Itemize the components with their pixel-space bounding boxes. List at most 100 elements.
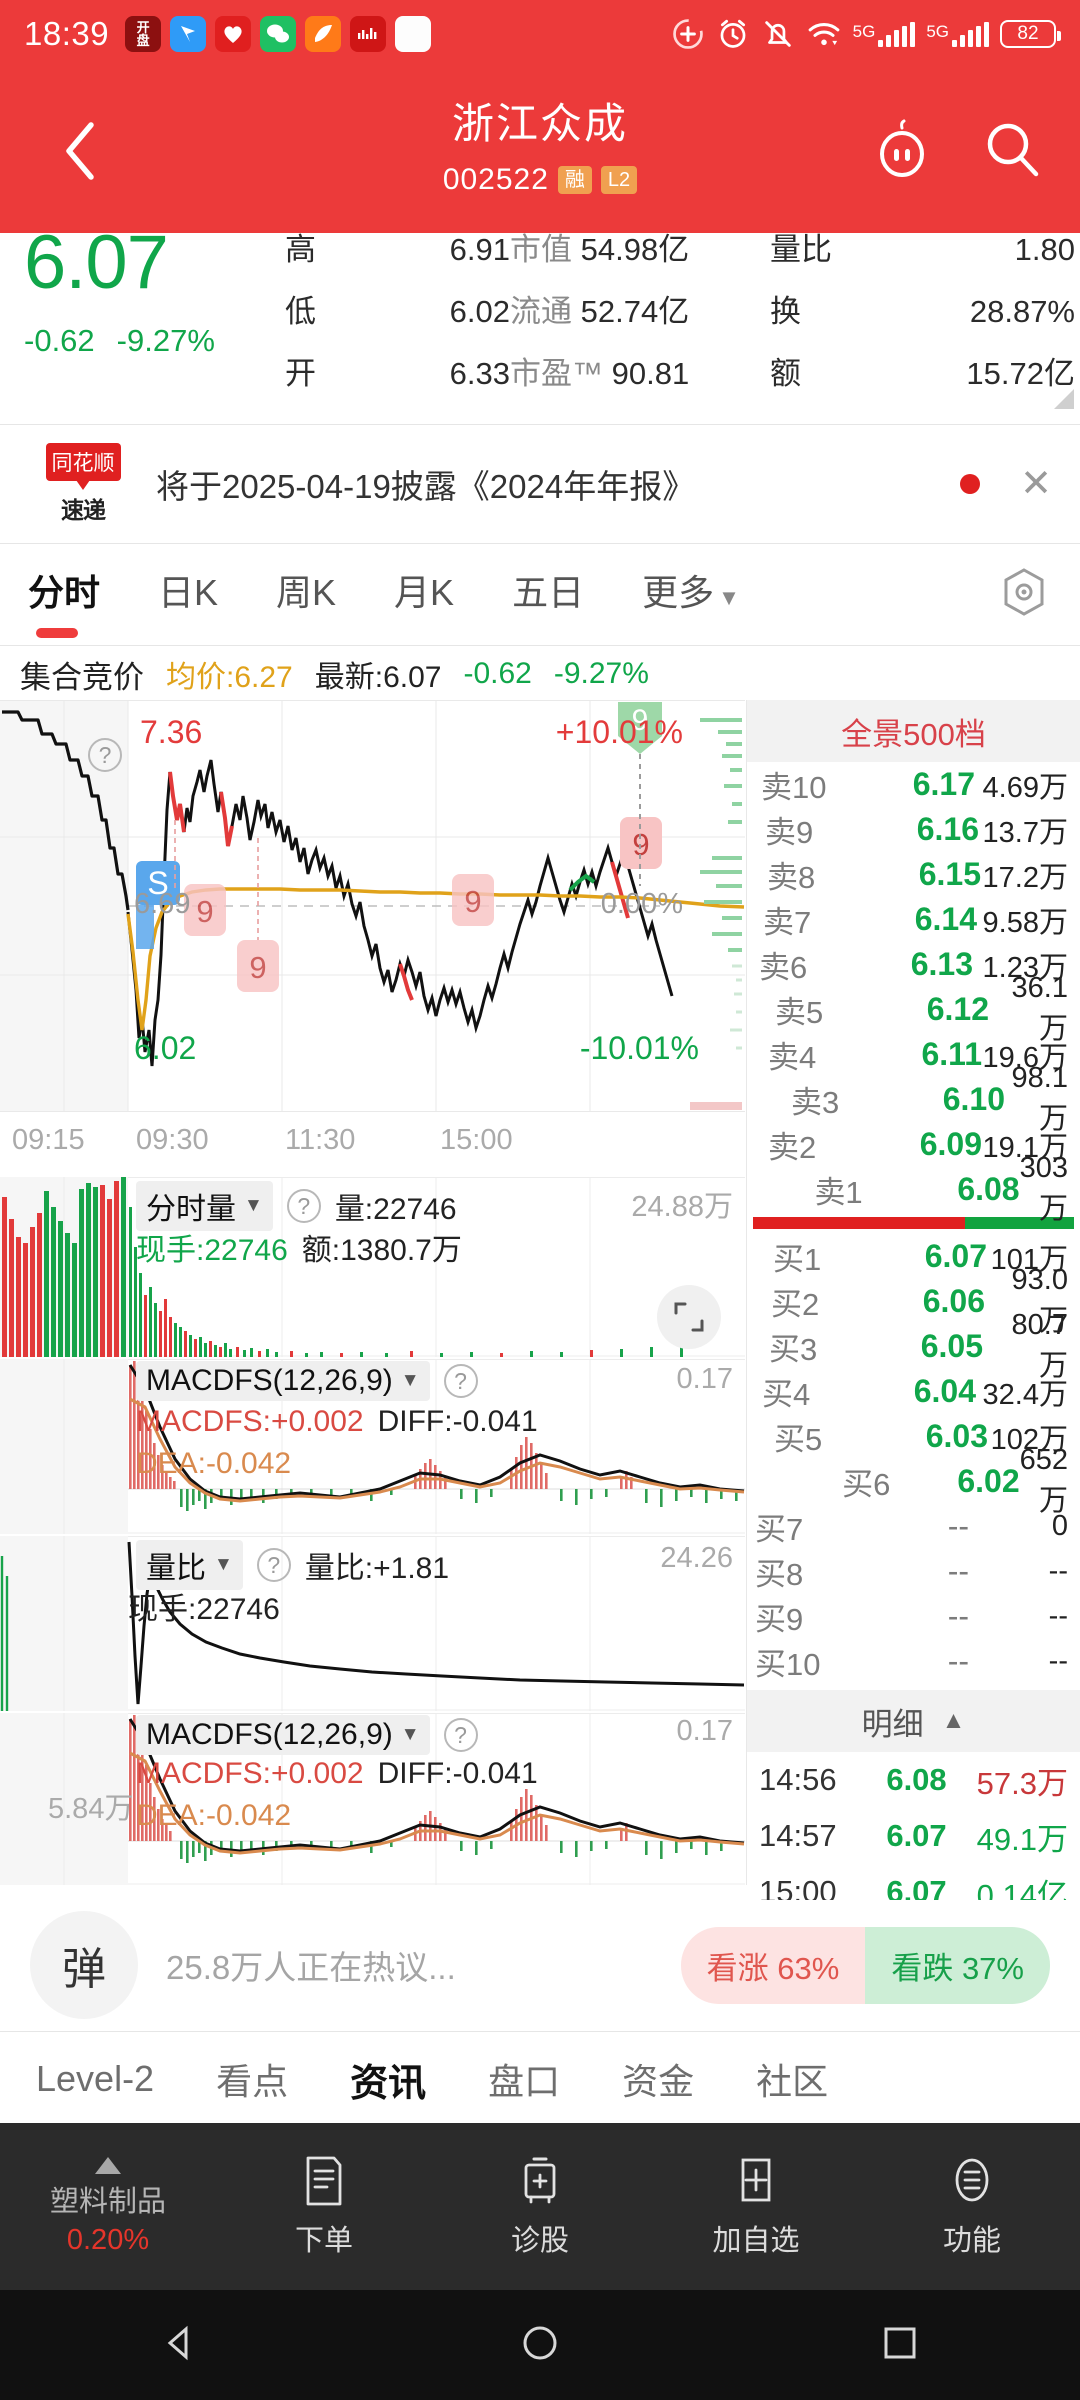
quote-panel[interactable]: 6.07 -0.62 -9.27% 高 6.91 市值 54.98亿 量比 1.… xyxy=(0,233,1080,413)
order-row-sell[interactable]: 卖1 6.08 303万 xyxy=(814,1152,1068,1225)
order-row-buy[interactable]: 买7 -- 0 xyxy=(755,1508,1068,1547)
sentiment-bar[interactable]: 弹 25.8万人正在热议... 看涨 63% 看跌 37% xyxy=(0,1900,1080,2030)
nav-back-triangle-icon[interactable] xyxy=(158,2321,202,2370)
volume-detail-bar: 现手:22746 额:1380.7万 xyxy=(136,1225,462,1269)
tab-more[interactable]: 更多 ▼ xyxy=(642,572,740,613)
order-row-buy[interactable]: 买9 -- -- xyxy=(755,1598,1068,1637)
chart-info-row: 集合竞价 均价:6.27 最新:6.07 -0.62 -9.27% xyxy=(0,648,1080,700)
order-row-sell[interactable]: 卖9 6.16 13.7万 xyxy=(765,811,1068,850)
stat-value-open: 6.33 xyxy=(449,356,510,391)
sector-info[interactable]: 塑料制品 0.20% xyxy=(0,2156,216,2257)
stat-label-volratio: 量比 xyxy=(770,233,832,267)
order-button[interactable]: 下单 xyxy=(216,2155,432,2259)
close-icon[interactable]: ✕ xyxy=(1020,463,1052,505)
volratio-chart-panel[interactable]: 量比 ▼ ? 量比:+1.81 现手:22746 24.26 xyxy=(0,1536,745,1711)
order-row-buy[interactable]: 买8 -- -- xyxy=(755,1553,1068,1592)
bearish-pill[interactable]: 看跌 37% xyxy=(865,1926,1050,2004)
price-chart-panel[interactable]: S 9 9 9 9 xyxy=(0,700,745,1175)
search-icon[interactable] xyxy=(982,119,1044,186)
tab-fenshi[interactable]: 分时 xyxy=(28,564,100,638)
macd1-indicator-chip[interactable]: MACDFS(12,26,9) ▼ xyxy=(136,1361,430,1401)
status-time: 18:39 xyxy=(24,15,110,52)
nav-home-circle-icon[interactable] xyxy=(518,2321,562,2370)
add-watchlist-button[interactable]: 加自选 xyxy=(648,2155,864,2259)
price-mid-label: 6.69 xyxy=(134,888,191,920)
tab-kandian[interactable]: 看点 xyxy=(216,2061,289,2102)
functions-button[interactable]: 功能 xyxy=(864,2155,1080,2259)
signal-1-icon: 5G xyxy=(853,21,916,47)
bullish-pill[interactable]: 看涨 63% xyxy=(680,1926,866,2004)
detail-row[interactable]: 14:57 6.07 49.1万 xyxy=(759,1818,1068,1857)
order-book-header[interactable]: 全景500档 xyxy=(747,700,1080,762)
order-row-sell[interactable]: 卖10 6.17 4.69万 xyxy=(761,766,1068,805)
target-settings-icon[interactable] xyxy=(996,564,1052,625)
order-row-buy[interactable]: 买3 6.05 80.7万 xyxy=(769,1309,1068,1382)
divider-tabs xyxy=(0,645,1080,646)
order-row-buy[interactable]: 买2 6.06 93.0万 xyxy=(771,1264,1068,1337)
macd1-scale-label: 0.17 xyxy=(676,1363,733,1395)
toutiao-icon xyxy=(305,16,342,52)
macd-chart-panel-2[interactable]: MACDFS(12,26,9) ▼ ? MACDFS:+0.002 DIFF:-0… xyxy=(0,1713,745,1885)
order-row-sell[interactable]: 卖3 6.10 98.1万 xyxy=(791,1062,1068,1135)
order-row-sell[interactable]: 卖2 6.09 19.1万 xyxy=(768,1126,1068,1165)
tab-monthly-k[interactable]: 月K xyxy=(394,572,455,613)
ths-express-logo: 同花顺 速递 xyxy=(28,441,138,527)
detail-header[interactable]: 明细 ▲ xyxy=(747,1690,1080,1752)
question-icon[interactable]: ? xyxy=(443,1364,478,1398)
price-change-block: -0.62 -9.27% xyxy=(24,323,294,359)
sector-change-pct: 0.20% xyxy=(66,2223,150,2256)
back-button[interactable] xyxy=(50,116,110,186)
dingtalk-icon xyxy=(170,16,207,52)
price-low-label: 6.02 xyxy=(134,1030,197,1066)
stat-marketcap: 市值 54.98亿 xyxy=(510,233,690,267)
tab-level2[interactable]: Level-2 xyxy=(36,2058,155,2099)
order-row-sell[interactable]: 卖7 6.14 9.58万 xyxy=(763,901,1068,940)
tab-zixun[interactable]: 资讯 xyxy=(350,2062,427,2105)
expand-corner-icon[interactable] xyxy=(1054,389,1074,409)
order-row-buy[interactable]: 买6 6.02 652万 xyxy=(842,1444,1068,1517)
volume-indicator-chip[interactable]: 分时量 ▼ xyxy=(136,1181,273,1231)
question-icon[interactable]: ? xyxy=(286,1189,321,1223)
order-row-sell[interactable]: 卖4 6.11 19.6万 xyxy=(768,1036,1068,1075)
robot-icon[interactable] xyxy=(870,118,934,187)
nav-recents-square-icon[interactable] xyxy=(878,2321,922,2370)
fullscreen-icon[interactable] xyxy=(657,1285,721,1349)
order-row-buy[interactable]: 买5 6.03 102万 xyxy=(774,1418,1068,1457)
volume-value: 量:22746 xyxy=(334,1193,457,1226)
quote-price-block: 6.07 -0.62 -9.27% xyxy=(24,233,294,359)
tab-weekly-k[interactable]: 周K xyxy=(276,572,337,613)
status-app-icons: 开盘 xyxy=(125,16,432,52)
order-row-buy[interactable]: 买10 -- -- xyxy=(755,1643,1068,1682)
chart-area[interactable]: S 9 9 9 9 xyxy=(0,700,745,1885)
add-watchlist-label: 加自选 xyxy=(712,2224,800,2257)
battery-icon: 82 xyxy=(1000,20,1061,48)
order-book-panel[interactable]: 全景500档 卖10 6.17 4.69万 卖9 6.16 13.7万 卖8 6.15 17… xyxy=(746,700,1080,1913)
order-row-buy[interactable]: 买1 6.07 101万 xyxy=(773,1238,1068,1277)
question-icon[interactable]: ? xyxy=(88,738,122,772)
tab-shequ[interactable]: 社区 xyxy=(756,2061,829,2102)
danmu-icon[interactable]: 弹 xyxy=(30,1911,138,2019)
order-row-buy[interactable]: 买4 6.04 32.4万 xyxy=(762,1373,1068,1412)
diagnose-button[interactable]: 诊股 xyxy=(432,2155,648,2259)
tab-daily-k[interactable]: 日K xyxy=(158,572,219,613)
current-price: 6.07 xyxy=(24,233,169,305)
notice-banner[interactable]: 同花顺 速递 将于2025-04-19披露《2024年年报》 ✕ xyxy=(0,425,1080,543)
tab-zijin[interactable]: 资金 xyxy=(622,2061,695,2102)
volratio-indicator-chip[interactable]: 量比 ▼ xyxy=(136,1540,243,1590)
info-change: -0.62 xyxy=(463,657,532,690)
turnover-amount: 额:1380.7万 xyxy=(301,1234,462,1267)
question-icon[interactable]: ? xyxy=(443,1718,478,1752)
question-icon[interactable]: ? xyxy=(256,1548,291,1582)
order-row-sell[interactable]: 卖5 6.12 36.1万 xyxy=(775,972,1068,1045)
detail-row[interactable]: 14:56 6.08 57.3万 xyxy=(759,1762,1068,1801)
macd2-indicator-chip[interactable]: MACDFS(12,26,9) ▼ xyxy=(136,1715,430,1755)
order-row-sell[interactable]: 卖8 6.15 17.2万 xyxy=(767,856,1068,895)
volume-chart-panel[interactable]: 分时量 ▼ ? 量:22746 现手:22746 额:1380.7万 24.88万 xyxy=(0,1177,745,1357)
split-green xyxy=(964,1217,1074,1229)
tab-five-day[interactable]: 五日 xyxy=(512,572,585,613)
svg-text:9: 9 xyxy=(249,950,266,985)
tab-pankou[interactable]: 盘口 xyxy=(488,2061,561,2102)
macd-chart-panel-1[interactable]: MACDFS(12,26,9) ▼ ? MACDFS:+0.002 DIFF:-0… xyxy=(0,1359,745,1534)
logo-top-text: 同花顺 xyxy=(45,443,121,490)
order-row-sell[interactable]: 卖6 6.13 1.23万 xyxy=(759,946,1068,985)
